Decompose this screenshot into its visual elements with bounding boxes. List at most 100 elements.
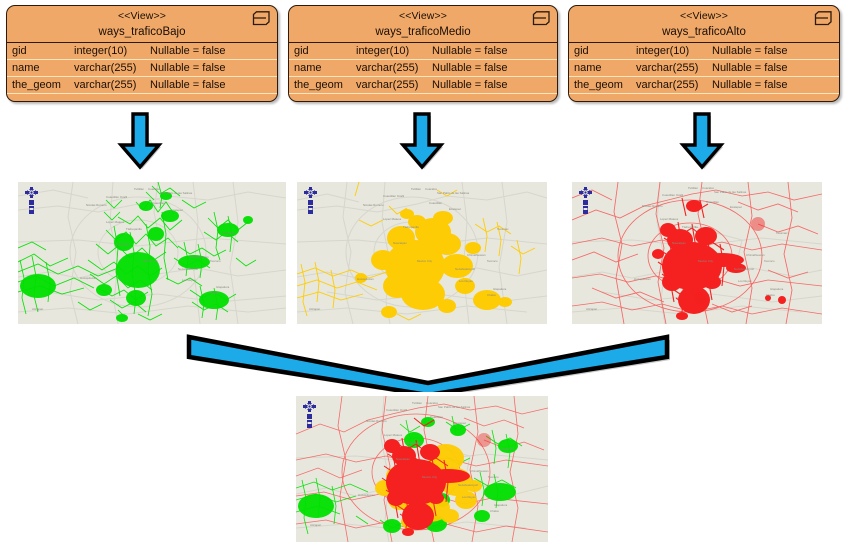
table-row[interactable]: gid integer(10) Nullable = false (569, 43, 839, 60)
uml-view-name: ways_traficoMedio (375, 26, 471, 38)
svg-text:Texcoco: Texcoco (487, 259, 498, 263)
uml-view-box-medio[interactable]: <<View>> ways_traficoMedio gid integer(1… (288, 5, 558, 102)
uml-header: <<View>> ways_traficoMedio (289, 6, 557, 43)
uml-view-name: ways_traficoBajo (98, 26, 186, 38)
map-pan-zoom-control[interactable] (579, 187, 592, 221)
svg-text:Tecamac: Tecamac (502, 447, 514, 451)
column-nullable: Nullable = false (150, 45, 226, 57)
column-nullable: Nullable = false (712, 79, 788, 91)
svg-text:Cuautitlan: Cuautitlan (430, 415, 443, 419)
map-canvas-medio: Mexico City Tecamac Ecatepec Cuautitlan … (297, 182, 547, 324)
svg-text:San Pablo de las Salinas: San Pablo de las Salinas (437, 191, 470, 195)
table-row[interactable]: gid integer(10) Nullable = false (289, 43, 557, 60)
map-pan-zoom-control[interactable] (303, 401, 316, 435)
uml-stereotype: <<View>> (680, 10, 728, 22)
svg-text:Chimalhuacan: Chimalhuacan (746, 253, 765, 257)
svg-text:Chalco: Chalco (210, 291, 219, 295)
column-type: varchar(255) (74, 79, 137, 91)
map-trafico-bajo[interactable]: Mexico City Tecamac Ecatepec Cuautitlan … (18, 182, 286, 324)
svg-text:Nicolas Romero: Nicolas Romero (363, 203, 384, 207)
svg-text:Tlalnepantla: Tlalnepantla (126, 227, 142, 231)
svg-text:San Pablo de las Salinas: San Pablo de las Salinas (714, 190, 747, 194)
svg-text:Cuautitlan Izcalli: Cuautitlan Izcalli (386, 408, 407, 412)
uml-stereotype: <<View>> (399, 10, 447, 22)
table-row[interactable]: name varchar(255) Nullable = false (289, 60, 557, 77)
column-name: name (574, 62, 602, 74)
view-table-icon (811, 11, 833, 28)
column-type: varchar(255) (74, 62, 137, 74)
column-nullable: Nullable = false (712, 62, 788, 74)
svg-text:Huixquilucan: Huixquilucan (634, 277, 651, 281)
table-row[interactable]: name varchar(255) Nullable = false (7, 60, 277, 77)
column-name: name (294, 62, 322, 74)
svg-text:Atizapan: Atizapan (32, 307, 44, 311)
svg-text:Lopez Mateos: Lopez Mateos (383, 217, 402, 221)
uml-view-box-alto[interactable]: <<View>> ways_traficoAlto gid integer(10… (568, 5, 840, 102)
column-type: integer(10) (74, 45, 128, 57)
svg-text:Los Reyes: Los Reyes (738, 279, 752, 283)
column-nullable: Nullable = false (432, 45, 508, 57)
uml-spacer (569, 94, 839, 101)
map-trafico-combinado[interactable]: Mexico City Tecamac Ecatepec Cuautitlan … (296, 396, 548, 542)
map-canvas-alto: Mexico City Tecamac Ecatepec Cuautitlan … (572, 182, 822, 324)
svg-text:Lopez Mateos: Lopez Mateos (106, 220, 125, 224)
map-pan-zoom-control[interactable] (304, 187, 317, 221)
arrow-down-medio (399, 112, 445, 170)
svg-text:Cuautitlan Izcalli: Cuautitlan Izcalli (106, 195, 127, 199)
table-row[interactable]: the_geom varchar(255) Nullable = false (289, 77, 557, 94)
table-row[interactable]: gid integer(10) Nullable = false (7, 43, 277, 60)
column-name: gid (574, 45, 589, 57)
svg-text:Nezahualcoyotl: Nezahualcoyotl (458, 483, 478, 487)
svg-text:Tultitlan: Tultitlan (411, 187, 421, 191)
svg-text:Nezahualcoyotl: Nezahualcoyotl (734, 267, 754, 271)
column-name: the_geom (294, 79, 343, 91)
map-trafico-medio[interactable]: Mexico City Tecamac Ecatepec Cuautitlan … (297, 182, 547, 324)
svg-text:Texcoco: Texcoco (488, 475, 499, 479)
arrow-down-alto (679, 112, 725, 170)
svg-text:Coacalco: Coacalco (426, 401, 438, 405)
column-nullable: Nullable = false (150, 79, 226, 91)
uml-view-name: ways_traficoAlto (662, 26, 746, 38)
map-trafico-alto[interactable]: Mexico City Tecamac Ecatepec Cuautitlan … (572, 182, 822, 324)
svg-text:Ecatepec: Ecatepec (730, 205, 743, 209)
svg-text:Naucalpan: Naucalpan (116, 242, 130, 246)
svg-text:Mexico City: Mexico City (143, 259, 158, 263)
map-pan-zoom-control[interactable] (25, 187, 38, 221)
column-nullable: Nullable = false (712, 45, 788, 57)
table-row[interactable]: name varchar(255) Nullable = false (569, 60, 839, 77)
svg-text:Tecamac: Tecamac (776, 231, 788, 235)
svg-text:Atizapan: Atizapan (586, 307, 598, 311)
svg-text:Ixtapaluca: Ixtapaluca (493, 287, 507, 291)
svg-text:Nezahualcoyotl: Nezahualcoyotl (455, 267, 475, 271)
svg-text:Cuautitlan: Cuautitlan (429, 201, 442, 205)
svg-text:Nicolas Romero: Nicolas Romero (366, 419, 387, 423)
svg-text:Cuautitlan: Cuautitlan (706, 200, 719, 204)
column-name: name (12, 62, 40, 74)
svg-text:Huixquilucan: Huixquilucan (357, 277, 374, 281)
svg-text:Lopez Mateos: Lopez Mateos (384, 433, 403, 437)
arrow-merge-chevron (182, 330, 672, 398)
svg-text:Naucalpan: Naucalpan (672, 241, 686, 245)
map-canvas-combinado: Mexico City Tecamac Ecatepec Cuautitlan … (296, 396, 548, 542)
svg-text:Los Reyes: Los Reyes (459, 279, 473, 283)
svg-text:Los Reyes: Los Reyes (462, 495, 476, 499)
svg-text:Tlalnepantla: Tlalnepantla (682, 225, 698, 229)
column-name: gid (12, 45, 27, 57)
column-type: varchar(255) (636, 79, 699, 91)
column-name: the_geom (12, 79, 61, 91)
svg-text:Tecamac: Tecamac (223, 231, 235, 235)
svg-text:Ixtapaluca: Ixtapaluca (494, 503, 508, 507)
svg-text:Lopez Mateos: Lopez Mateos (660, 217, 679, 221)
table-row[interactable]: the_geom varchar(255) Nullable = false (7, 77, 277, 94)
table-row[interactable]: the_geom varchar(255) Nullable = false (569, 77, 839, 94)
uml-column-list: gid integer(10) Nullable = false name va… (289, 43, 557, 101)
view-table-icon (529, 11, 551, 28)
svg-text:Naucalpan: Naucalpan (393, 241, 407, 245)
svg-text:Mexico City: Mexico City (422, 475, 437, 479)
svg-text:Naucalpan: Naucalpan (396, 457, 410, 461)
svg-text:Nicolas Romero: Nicolas Romero (642, 204, 663, 208)
svg-text:Los Reyes: Los Reyes (182, 278, 196, 282)
uml-view-box-bajo[interactable]: <<View>> ways_traficoBajo gid integer(10… (6, 5, 278, 102)
column-type: varchar(255) (636, 62, 699, 74)
svg-text:Chimalhuacan: Chimalhuacan (467, 253, 486, 257)
